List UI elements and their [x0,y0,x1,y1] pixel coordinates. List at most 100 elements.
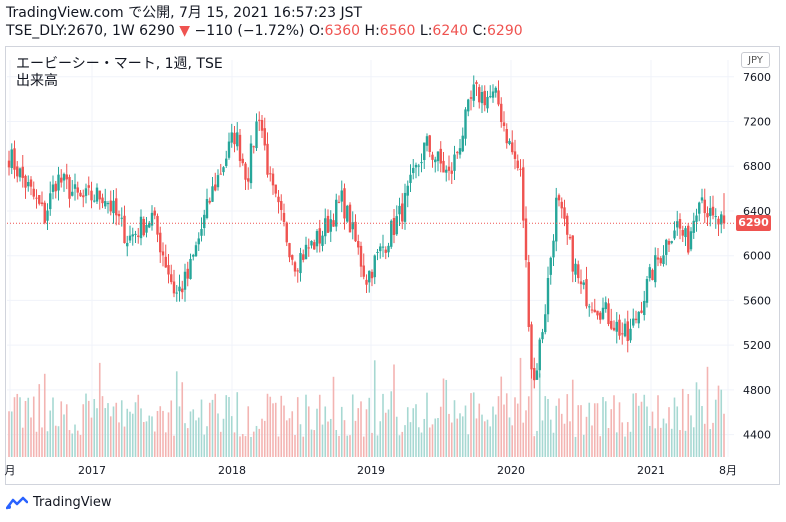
candle-body [670,241,673,243]
candle-body [425,136,429,146]
candle-body [698,202,701,214]
candle-body [156,215,159,235]
candle-body [486,96,489,109]
volume-bar [208,402,211,457]
volume-bar [723,413,725,457]
candle-body [544,314,547,333]
candle-body [381,246,385,248]
candle-body [574,263,577,275]
y-tick-label: 7200 [743,116,771,129]
candle-body [321,235,324,246]
volume-bar [624,436,626,457]
open-value: 6360 [324,23,361,39]
candle-body [43,202,46,223]
volume-bar [197,417,200,457]
candle-body [453,154,456,171]
volume-bar [538,373,541,457]
candle-body [654,255,657,283]
volume-bar [547,398,549,457]
volume-bar [651,411,654,457]
volume-bar [324,406,327,457]
volume-bar [115,402,118,457]
volume-bar [118,422,120,457]
volume-bar [635,393,637,457]
candle-body [709,208,712,216]
candle-body [38,195,41,204]
volume-bar [566,394,569,457]
y-tick-label: 5600 [743,294,771,307]
volume-bar [467,434,470,457]
volume-bar [574,436,577,457]
candle-body [208,200,211,203]
candle-body [131,234,134,237]
candle-body [203,214,206,229]
candle-body [406,185,409,196]
volume-bar [74,424,76,457]
candle-body [109,200,112,212]
candle-body [359,245,363,267]
candle-body [590,309,594,311]
candle-body [236,132,239,147]
volume-bar [85,393,87,457]
volume-bar [192,409,195,457]
volume-bar [123,426,126,457]
volume-bar [195,420,197,457]
volume-bar [483,421,486,457]
candle-body [98,190,101,200]
volume-bar [404,425,406,457]
volume-bar [387,409,390,457]
volume-bar [687,394,690,457]
candle-body [13,148,16,170]
x-tick-label: 2018 [218,464,246,477]
volume-bar [486,419,489,457]
volume-bar [296,397,299,457]
x-axis: 月 2017 2018 2019 2020 2021 8月 [5,464,738,477]
volume-bar [164,432,167,457]
volume-bar [76,430,79,457]
candle-body [673,230,676,239]
low-label: L: [419,23,433,39]
volume-bar [200,399,203,457]
candle-body [238,134,242,161]
volume-bar [332,376,335,457]
candle-body [703,199,706,214]
volume-bar [668,407,670,457]
chart-frame [5,46,780,485]
volume-bar [585,416,588,457]
currency-button[interactable]: JPY [741,52,770,68]
volume-bar [173,435,175,457]
chart-legend: エービーシー・マート, 1週, TSE 出来高 [16,56,223,90]
candle-body [599,312,602,320]
candle-body [233,132,236,145]
brand-label: TradingView [33,495,112,510]
candle-body [54,183,57,192]
candle-body [527,262,530,327]
volume-bar [409,422,412,457]
candle-body [214,184,217,191]
tradingview-logo[interactable]: TradingView [6,495,112,510]
candle-body [10,149,13,168]
volume-bar [365,409,368,457]
candle-body [722,215,726,224]
volume-bar [230,416,233,457]
candle-body [87,185,90,188]
volume-bar [613,395,615,457]
volume-bar [327,421,329,457]
volume-bar [530,365,533,457]
volume-bar [384,412,387,457]
candle-body [412,167,415,174]
volume-bar [52,397,54,457]
candle-body [280,201,283,210]
volume-bar [514,397,516,457]
candle-body [398,205,401,215]
candle-body [93,200,96,202]
candle-body [508,140,511,144]
candle-body [288,243,291,258]
candle-body [593,309,596,313]
candle-body [456,152,459,154]
candle-body [351,222,354,230]
candle-body [442,160,445,173]
volume-bar [552,432,555,457]
candle-body [706,213,709,218]
